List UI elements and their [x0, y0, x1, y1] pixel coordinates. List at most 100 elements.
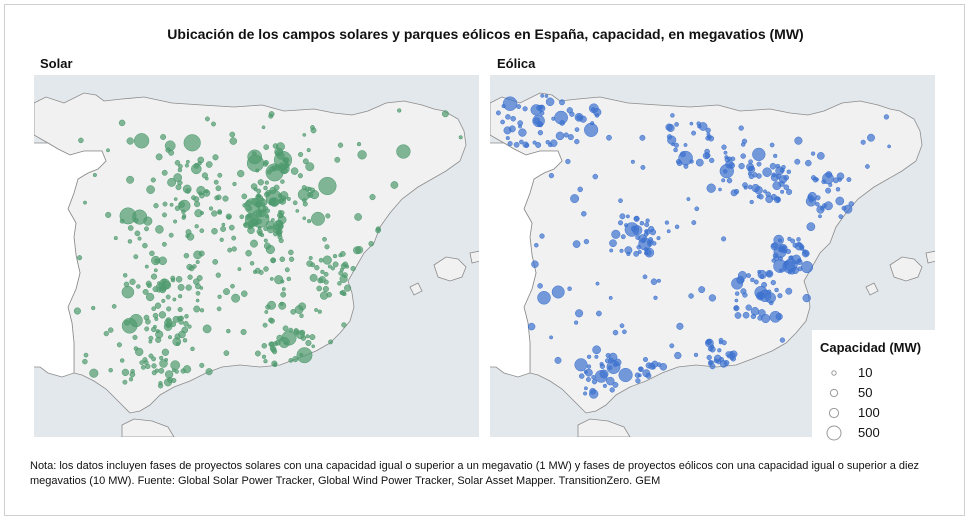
wind-point	[583, 369, 588, 375]
wind-point	[619, 323, 625, 329]
wind-point	[676, 322, 684, 330]
wind-point	[644, 247, 655, 258]
solar-point	[216, 306, 222, 312]
solar-point	[178, 319, 184, 325]
solar-point	[305, 339, 312, 347]
wind-point	[794, 136, 803, 145]
wind-point	[596, 310, 602, 317]
solar-point	[182, 338, 188, 343]
wind-point	[644, 229, 651, 235]
wind-point	[756, 161, 762, 167]
solar-point	[324, 244, 330, 250]
wind-point	[691, 220, 697, 226]
solar-point	[199, 228, 205, 234]
africa-coast	[577, 418, 631, 437]
wind-point	[786, 188, 793, 195]
solar-point	[267, 300, 277, 310]
legend-circle-50	[829, 388, 839, 398]
solar-point	[193, 196, 200, 203]
solar-point	[162, 212, 167, 218]
solar-point	[369, 194, 376, 201]
wind-point	[771, 258, 776, 263]
wind-point	[705, 338, 714, 348]
legend-circle-10	[831, 370, 837, 376]
wind-point	[510, 115, 516, 122]
solar-point	[232, 181, 237, 187]
solar-point	[82, 358, 88, 365]
solar-point	[155, 284, 160, 289]
solar-point	[229, 137, 238, 145]
wind-point	[721, 144, 727, 150]
wind-point	[635, 378, 641, 384]
solar-point	[162, 280, 172, 290]
solar-point	[181, 209, 186, 214]
solar-point	[279, 256, 286, 263]
wind-point	[527, 322, 536, 331]
solar-point	[231, 293, 241, 303]
wind-point	[579, 115, 587, 123]
wind-point	[622, 329, 627, 335]
wind-point	[575, 309, 584, 318]
solar-point	[240, 328, 247, 336]
solar-point	[314, 265, 320, 271]
wind-point	[659, 363, 668, 371]
mallorca-island	[889, 256, 923, 282]
solar-point	[298, 151, 304, 158]
wind-point	[810, 151, 816, 156]
wind-point	[721, 236, 727, 242]
wind-point	[551, 285, 565, 299]
wind-point	[638, 366, 644, 373]
solar-point	[250, 239, 258, 248]
solar-point	[257, 179, 264, 186]
wind-point	[683, 143, 688, 147]
figure-title: Ubicación de los campos solares y parque…	[167, 26, 804, 42]
legend-label-10: 10	[858, 365, 873, 380]
solar-point	[105, 211, 112, 218]
wind-point	[602, 383, 607, 388]
solar-point	[276, 228, 283, 235]
solar-point	[269, 318, 275, 324]
solar-point	[127, 239, 133, 244]
solar-point	[239, 214, 245, 220]
wind-point	[673, 147, 678, 153]
solar-point	[257, 226, 262, 230]
solar-point	[129, 313, 143, 328]
capacity-legend: Capacidad (MW) 10 50 100 500	[812, 330, 936, 448]
solar-point	[350, 265, 356, 272]
solar-point	[184, 163, 189, 168]
solar-point	[280, 291, 287, 298]
wind-point	[770, 279, 776, 286]
solar-point	[330, 266, 335, 271]
solar-point	[299, 352, 304, 357]
solar-point	[265, 220, 275, 230]
solar-point	[270, 257, 277, 264]
solar-point	[268, 341, 274, 347]
wind-point	[772, 181, 782, 191]
wind-point	[599, 363, 606, 369]
solar-point	[204, 116, 210, 122]
solar-point	[168, 149, 175, 156]
solar-point	[183, 321, 189, 327]
solar-point	[108, 367, 113, 373]
wind-point	[738, 162, 745, 170]
solar-point	[199, 286, 204, 290]
wind-point	[583, 386, 588, 391]
wind-point	[757, 269, 762, 274]
wind-point	[656, 236, 661, 241]
wind-point	[683, 163, 689, 169]
solar-point	[318, 176, 337, 196]
solar-point	[106, 148, 110, 153]
wind-point	[688, 293, 694, 299]
solar-panel-label: Solar	[40, 56, 73, 71]
wind-point	[679, 151, 686, 158]
solar-point	[143, 314, 150, 321]
wind-point	[780, 189, 785, 194]
wind-point	[721, 178, 726, 183]
solar-point	[205, 368, 213, 376]
solar-point	[263, 238, 268, 243]
solar-point	[162, 201, 168, 207]
wind-point	[719, 360, 728, 368]
solar-point	[199, 192, 205, 199]
figure-frame	[4, 4, 965, 516]
solar-point	[158, 367, 165, 374]
